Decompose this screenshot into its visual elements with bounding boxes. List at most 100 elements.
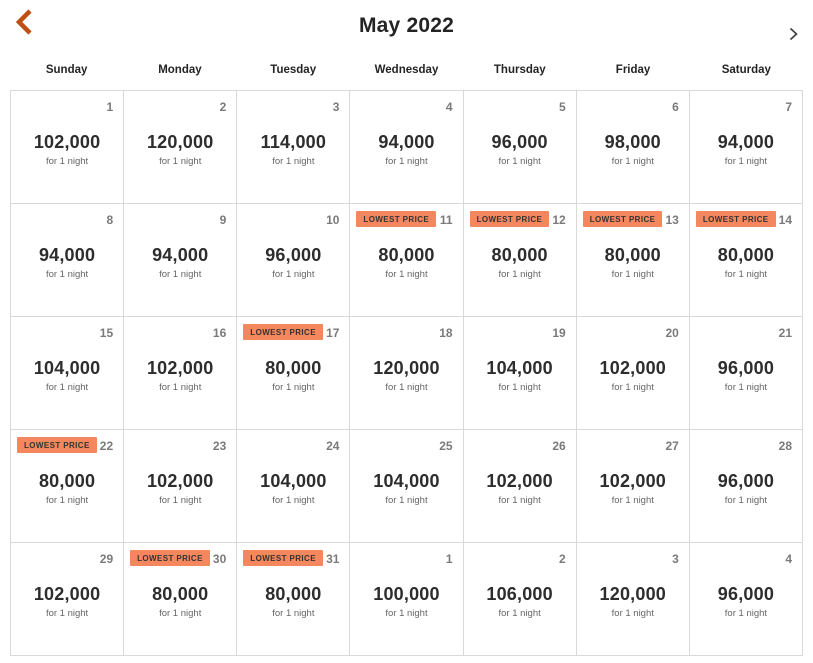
price-value: 96,000 xyxy=(717,584,775,604)
calendar-day-cell[interactable]: 6 98,000 for 1 night xyxy=(576,91,690,204)
price-value: 80,000 xyxy=(491,245,548,265)
calendar-day-cell[interactable]: LOWEST PRICE 12 80,000 for 1 night xyxy=(463,204,577,317)
calendar-day-cell[interactable]: 24 104,000 for 1 night xyxy=(237,430,351,543)
calendar-day-cell[interactable]: 28 96,000 for 1 night xyxy=(689,430,803,543)
night-label: for 1 night xyxy=(385,381,428,393)
calendar-day-cell[interactable]: 20 102,000 for 1 night xyxy=(576,317,690,430)
price-value: 100,000 xyxy=(373,584,440,604)
calendar-day-cell[interactable]: 15 104,000 for 1 night xyxy=(11,317,125,430)
day-number: 6 xyxy=(672,100,679,114)
price-value: 104,000 xyxy=(373,471,440,491)
night-label: for 1 night xyxy=(159,494,202,506)
month-title: May 2022 xyxy=(358,14,454,37)
price-value: 98,000 xyxy=(604,132,661,152)
calendar-day-cell[interactable]: 7 94,000 for 1 night xyxy=(689,91,803,204)
calendar-day-cell[interactable]: 18 120,000 for 1 night xyxy=(350,317,464,430)
price-value: 106,000 xyxy=(486,584,553,604)
price-value: 94,000 xyxy=(717,132,775,152)
day-number: 1 xyxy=(106,100,114,114)
calendar-day-cell[interactable]: 16 102,000 for 1 night xyxy=(124,317,238,430)
calendar-day-cell[interactable]: 2 106,000 for 1 night xyxy=(463,543,577,656)
next-month-button[interactable] xyxy=(781,22,805,46)
night-label: for 1 night xyxy=(724,381,768,393)
day-number: 14 xyxy=(778,213,792,227)
calendar-day-cell[interactable]: LOWEST PRICE 22 80,000 for 1 night xyxy=(11,430,125,543)
price-value: 120,000 xyxy=(599,584,666,604)
calendar-day-cell[interactable]: 5 96,000 for 1 night xyxy=(463,91,577,204)
night-label: for 1 night xyxy=(724,155,768,167)
weekday-label-friday: Friday xyxy=(615,64,651,76)
day-number: 21 xyxy=(778,326,792,340)
calendar-day-cell[interactable]: 8 94,000 for 1 night xyxy=(11,204,125,317)
night-label: for 1 night xyxy=(272,494,315,506)
calendar-day-cell[interactable]: 2 120,000 for 1 night xyxy=(124,91,238,204)
night-label: for 1 night xyxy=(498,381,541,393)
calendar-day-cell[interactable]: 25 104,000 for 1 night xyxy=(350,430,464,543)
day-number: 31 xyxy=(326,552,340,566)
chevron-left-icon xyxy=(13,8,35,36)
prev-month-button[interactable] xyxy=(8,6,40,38)
calendar-day-cell[interactable]: 26 102,000 for 1 night xyxy=(463,430,577,543)
price-value: 94,000 xyxy=(38,245,96,265)
calendar-day-cell[interactable]: 9 94,000 for 1 night xyxy=(124,204,238,317)
price-value: 80,000 xyxy=(265,584,322,604)
calendar-day-cell[interactable]: 27 102,000 for 1 night xyxy=(576,430,690,543)
night-label: for 1 night xyxy=(498,607,541,619)
lowest-price-badge: LOWEST PRICE xyxy=(243,550,323,566)
day-number: 4 xyxy=(445,100,453,114)
weekday-label-wednesday: Wednesday xyxy=(374,64,439,76)
calendar-day-cell[interactable]: LOWEST PRICE 14 80,000 for 1 night xyxy=(689,204,803,317)
calendar-day-cell[interactable]: LOWEST PRICE 31 80,000 for 1 night xyxy=(237,543,351,656)
calendar-day-cell[interactable]: 4 94,000 for 1 night xyxy=(350,91,464,204)
lowest-price-badge: LOWEST PRICE xyxy=(243,324,323,340)
night-label: for 1 night xyxy=(724,268,768,280)
calendar-day-cell[interactable]: LOWEST PRICE 11 80,000 for 1 night xyxy=(350,204,464,317)
price-value: 96,000 xyxy=(717,358,775,378)
day-number: 20 xyxy=(665,326,679,340)
day-number: 5 xyxy=(559,100,566,114)
day-number: 11 xyxy=(439,213,453,227)
day-number: 17 xyxy=(326,326,340,340)
day-number: 8 xyxy=(106,213,114,227)
day-number: 25 xyxy=(439,439,453,453)
calendar-day-cell[interactable]: 3 120,000 for 1 night xyxy=(576,543,690,656)
night-label: for 1 night xyxy=(45,155,89,167)
day-number: 4 xyxy=(785,552,792,566)
calendar-day-cell[interactable]: LOWEST PRICE 17 80,000 for 1 night xyxy=(237,317,351,430)
night-label: for 1 night xyxy=(724,607,768,619)
calendar-day-cell[interactable]: 1 102,000 for 1 night xyxy=(11,91,125,204)
night-label: for 1 night xyxy=(611,381,654,393)
night-label: for 1 night xyxy=(272,607,315,619)
calendar-day-cell[interactable]: 1 100,000 for 1 night xyxy=(350,543,464,656)
day-number: 10 xyxy=(326,213,340,227)
day-number: 2 xyxy=(219,100,227,114)
night-label: for 1 night xyxy=(724,494,768,506)
calendar-day-cell[interactable]: 23 102,000 for 1 night xyxy=(124,430,238,543)
night-label: for 1 night xyxy=(611,155,654,167)
calendar-grid: 1 102,000 for 1 night 2 120,000 for 1 ni… xyxy=(10,90,803,656)
lowest-price-badge: LOWEST PRICE xyxy=(582,211,663,227)
calendar-day-cell[interactable]: 29 102,000 for 1 night xyxy=(11,543,125,656)
calendar-header: May 2022 xyxy=(0,0,813,58)
price-value: 96,000 xyxy=(717,471,775,491)
day-number: 12 xyxy=(552,213,566,227)
calendar-day-cell[interactable]: LOWEST PRICE 30 80,000 for 1 night xyxy=(124,543,238,656)
calendar-day-cell[interactable]: 19 104,000 for 1 night xyxy=(463,317,577,430)
night-label: for 1 night xyxy=(385,155,428,167)
weekday-label-monday: Monday xyxy=(158,64,202,76)
price-value: 120,000 xyxy=(146,132,214,152)
day-number: 13 xyxy=(665,213,679,227)
day-number: 28 xyxy=(778,439,792,453)
calendar-day-cell[interactable]: 3 114,000 for 1 night xyxy=(237,91,351,204)
calendar-day-cell[interactable]: LOWEST PRICE 13 80,000 for 1 night xyxy=(576,204,690,317)
price-value: 80,000 xyxy=(604,245,661,265)
weekday-label-thursday: Thursday xyxy=(493,64,546,76)
calendar-day-cell[interactable]: 21 96,000 for 1 night xyxy=(689,317,803,430)
lowest-price-badge: LOWEST PRICE xyxy=(469,211,550,227)
lowest-price-badge: LOWEST PRICE xyxy=(356,211,437,227)
night-label: for 1 night xyxy=(159,381,202,393)
calendar-day-cell[interactable]: 4 96,000 for 1 night xyxy=(689,543,803,656)
price-value: 102,000 xyxy=(599,358,666,378)
calendar-day-cell[interactable]: 10 96,000 for 1 night xyxy=(237,204,351,317)
price-value: 96,000 xyxy=(491,132,548,152)
